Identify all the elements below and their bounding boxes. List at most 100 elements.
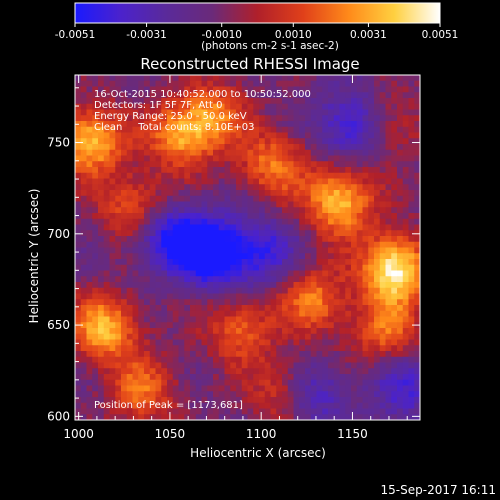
heatmap-cell <box>224 98 231 105</box>
heatmap-cell <box>98 345 105 352</box>
heatmap-cell <box>155 161 162 168</box>
heatmap-cell <box>178 201 185 208</box>
heatmap-cell <box>282 414 289 421</box>
heatmap-cell <box>103 224 110 231</box>
heatmap-cell <box>397 103 404 110</box>
heatmap-cell <box>253 328 260 335</box>
heatmap-cell <box>362 356 369 363</box>
heatmap-cell <box>155 172 162 179</box>
heatmap-cell <box>138 316 145 323</box>
heatmap-cell <box>241 328 248 335</box>
heatmap-cell <box>126 408 133 415</box>
heatmap-cell <box>236 397 243 404</box>
heatmap-cell <box>282 167 289 174</box>
heatmap-cell <box>184 224 191 231</box>
heatmap-cell <box>385 236 392 243</box>
heatmap-cell <box>310 351 317 358</box>
heatmap-cell <box>103 236 110 243</box>
heatmap-cell <box>356 195 363 202</box>
x-tick-label: 1150 <box>337 427 368 441</box>
heatmap-cell <box>241 305 248 312</box>
heatmap-cell <box>397 92 404 99</box>
heatmap-cell <box>121 172 128 179</box>
heatmap-cell <box>144 356 151 363</box>
heatmap-cell <box>80 75 87 82</box>
heatmap-cell <box>391 345 398 352</box>
heatmap-cell <box>391 178 398 185</box>
heatmap-cell <box>305 282 312 289</box>
heatmap-cell <box>305 172 312 179</box>
heatmap-cell <box>230 253 237 260</box>
heatmap-cell <box>172 92 179 99</box>
heatmap-cell <box>241 362 248 369</box>
heatmap-cell <box>322 80 329 87</box>
heatmap-cell <box>184 351 191 358</box>
heatmap-cell <box>218 379 225 386</box>
heatmap-cell <box>397 385 404 392</box>
heatmap-cell <box>293 155 300 162</box>
heatmap-cell <box>92 190 99 197</box>
heatmap-cell <box>362 362 369 369</box>
heatmap-cell <box>316 362 323 369</box>
heatmap-cell <box>253 339 260 346</box>
heatmap-cell <box>190 75 197 82</box>
heatmap-cell <box>253 115 260 122</box>
heatmap-cell <box>121 408 128 415</box>
heatmap-cell <box>178 92 185 99</box>
heatmap-cell <box>333 328 340 335</box>
heatmap-cell <box>259 385 266 392</box>
heatmap-cell <box>75 316 82 323</box>
heatmap-cell <box>161 402 168 409</box>
heatmap-cell <box>282 259 289 266</box>
heatmap-cell <box>299 276 306 283</box>
heatmap-cell <box>149 408 156 415</box>
heatmap-cell <box>253 264 260 271</box>
heatmap-cell <box>86 149 93 156</box>
heatmap-cell <box>270 241 277 248</box>
heatmap-cell <box>259 236 266 243</box>
heatmap-cell <box>391 190 398 197</box>
heatmap-cell <box>374 155 381 162</box>
heatmap-cell <box>103 126 110 133</box>
heatmap-cell <box>218 276 225 283</box>
heatmap-cell <box>121 259 128 266</box>
heatmap-cell <box>121 121 128 128</box>
heatmap-cell <box>385 339 392 346</box>
heatmap-cell <box>115 126 122 133</box>
heatmap-cell <box>345 172 352 179</box>
heatmap-cell <box>121 109 128 116</box>
heatmap-cell <box>397 259 404 266</box>
heatmap-cell <box>282 345 289 352</box>
heatmap-cell <box>103 282 110 289</box>
heatmap-cell <box>391 282 398 289</box>
heatmap-cell <box>109 253 116 260</box>
heatmap-cell <box>379 397 386 404</box>
heatmap-cell <box>287 328 294 335</box>
heatmap-cell <box>270 184 277 191</box>
heatmap-cell <box>339 391 346 398</box>
heatmap-cell <box>276 92 283 99</box>
heatmap-cell <box>184 305 191 312</box>
heatmap-cell <box>276 397 283 404</box>
heatmap-cell <box>339 339 346 346</box>
heatmap-cell <box>224 121 231 128</box>
heatmap-cell <box>75 345 82 352</box>
heatmap-cell <box>379 379 386 386</box>
heatmap-cell <box>322 121 329 128</box>
heatmap-cell <box>138 397 145 404</box>
heatmap-cell <box>345 144 352 151</box>
heatmap-cell <box>282 305 289 312</box>
heatmap-cell <box>144 316 151 323</box>
heatmap-cell <box>172 86 179 93</box>
heatmap-cell <box>397 282 404 289</box>
heatmap-cell <box>322 408 329 415</box>
heatmap-cell <box>385 374 392 381</box>
heatmap-cell <box>339 253 346 260</box>
heatmap-cell <box>339 368 346 375</box>
heatmap-cell <box>379 213 386 220</box>
heatmap-cell <box>414 109 421 116</box>
heatmap-cell <box>397 115 404 122</box>
heatmap-cell <box>207 368 214 375</box>
heatmap-cell <box>236 379 243 386</box>
heatmap-cell <box>92 368 99 375</box>
